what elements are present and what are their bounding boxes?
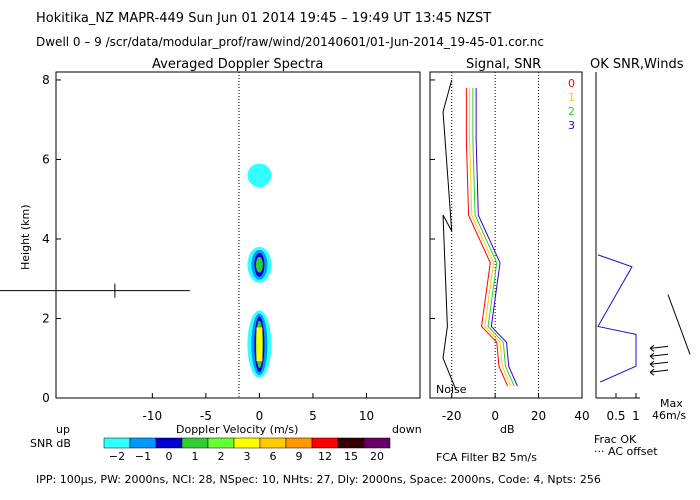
colorbar-tick-label: 0 — [166, 450, 173, 463]
ok-x-tick-label: 1 — [632, 409, 640, 423]
signal-series — [442, 79, 518, 391]
wind-arrow-head — [649, 360, 655, 368]
colorbar-swatch — [259, 437, 287, 449]
y-tick-label: 8 — [42, 73, 50, 87]
colorbar-tick-label: 2 — [218, 450, 225, 463]
signal-x-tick-label: 40 — [574, 409, 589, 423]
signal-x-label: dB — [500, 423, 515, 436]
wind-arrow-head — [649, 352, 655, 360]
ok-x-tick-label: 0.5 — [606, 409, 625, 423]
x-tick-label: 0 — [256, 409, 264, 423]
signal-series-line — [465, 87, 509, 387]
y-axis-label: Height (km) — [19, 204, 32, 270]
echo-snr-cyan — [247, 163, 272, 188]
signal-x-tick-label: 20 — [531, 409, 546, 423]
colorbar-swatch — [103, 437, 131, 449]
snr-colorbar: −2 −1 0 1 2 3 6 9 12 15 20 — [103, 437, 391, 463]
signal-series-line — [475, 87, 518, 387]
colorbar-swatch — [233, 437, 261, 449]
wind-arrow-head — [649, 344, 655, 352]
colorbar-swatch — [363, 437, 391, 449]
colorbar-tick-label: 20 — [370, 450, 384, 463]
x-axis-label: Doppler Velocity (m/s) — [176, 423, 299, 436]
x-tick-label: -5 — [200, 409, 212, 423]
colorbar-tick-label: 9 — [296, 450, 303, 463]
up-label: up — [56, 423, 70, 436]
wind-arrow — [649, 361, 669, 365]
colorbar-swatch — [337, 437, 365, 449]
signal-x-tick-label: -20 — [442, 409, 462, 423]
noise-label: Noise — [436, 383, 467, 396]
colorbar-tick-label: 1 — [192, 450, 199, 463]
colorbar-tick-label: 12 — [318, 450, 332, 463]
y-tick-label: 0 — [42, 391, 50, 405]
colorbar-swatch — [129, 437, 157, 449]
signal-series-line — [469, 87, 512, 387]
colorbar-tick-label: 3 — [244, 450, 251, 463]
max-wind-label: Max — [660, 397, 683, 410]
signal-series-line — [472, 87, 515, 387]
y-tick-label: 4 — [42, 232, 50, 246]
wind-arrow — [649, 345, 669, 349]
header-title: Hokitika_NZ MAPR-449 Sun Jun 01 2014 19:… — [36, 11, 492, 26]
header-file-path: Dwell 0 – 9 /scr/data/modular_prof/raw/w… — [36, 35, 544, 49]
frac-ok-label: Frac OK — [594, 433, 637, 446]
colorbar-swatch — [155, 437, 183, 449]
colorbar-swatch — [207, 437, 235, 449]
colorbar-swatch — [181, 437, 209, 449]
wind-arrow — [649, 353, 669, 357]
wind-arrows — [649, 294, 691, 376]
fca-filter-label: FCA Filter B2 5m/s — [436, 451, 537, 464]
y-tick-label: 6 — [42, 152, 50, 166]
signal-panel-title: Signal, SNR — [466, 57, 542, 72]
ac-offset-label: ··· AC offset — [594, 445, 658, 458]
x-tick-label: 5 — [309, 409, 317, 423]
spectra-echo-regions — [247, 163, 272, 379]
signal-x-tick-label: 0 — [491, 409, 499, 423]
signal-grid-lines: -20 0 20 40 — [430, 72, 590, 423]
ok-series: 0.5 1 — [597, 254, 640, 423]
y-tick-label: 2 — [42, 311, 50, 325]
frac-ok-line — [597, 254, 637, 383]
ok-panel-title: OK SNR,Winds — [590, 57, 684, 72]
echo-snr-green — [255, 256, 263, 273]
wind-arrow-head — [649, 368, 655, 376]
legend-series-2: 2 — [568, 105, 575, 118]
legend-series-3: 3 — [568, 119, 575, 132]
spectra-axis-ticks: -10 -5 0 5 10 0 2 4 6 8 — [42, 73, 374, 423]
spectra-panel-title: Averaged Doppler Spectra — [152, 57, 324, 72]
colorbar-tick-label: 15 — [344, 450, 358, 463]
signal-plot-frame — [429, 71, 583, 399]
noise-line — [442, 79, 457, 391]
colorbar-tick-label: 6 — [270, 450, 277, 463]
down-label: down — [392, 423, 422, 436]
snr-legend-label: SNR dB — [30, 437, 71, 450]
spectra-plot-frame — [55, 71, 421, 399]
legend-series-1: 1 — [568, 91, 575, 104]
wind-marker — [0, 283, 190, 298]
colorbar-tick-label: −1 — [135, 450, 151, 463]
x-tick-label: 10 — [359, 409, 374, 423]
footer-parameters: IPP: 100µs, PW: 2000ns, NCI: 28, NSpec: … — [36, 473, 601, 486]
x-tick-label: -10 — [143, 409, 163, 423]
wind-arrow — [649, 369, 669, 373]
wind-arrow-long — [667, 294, 691, 355]
colorbar-tick-label: −2 — [109, 450, 125, 463]
colorbar-swatch — [285, 437, 313, 449]
max-wind-value: 46m/s — [652, 409, 687, 422]
colorbar-swatch — [311, 437, 339, 449]
legend-series-0: 0 — [568, 77, 575, 90]
echo-snr-yellow — [256, 327, 263, 362]
